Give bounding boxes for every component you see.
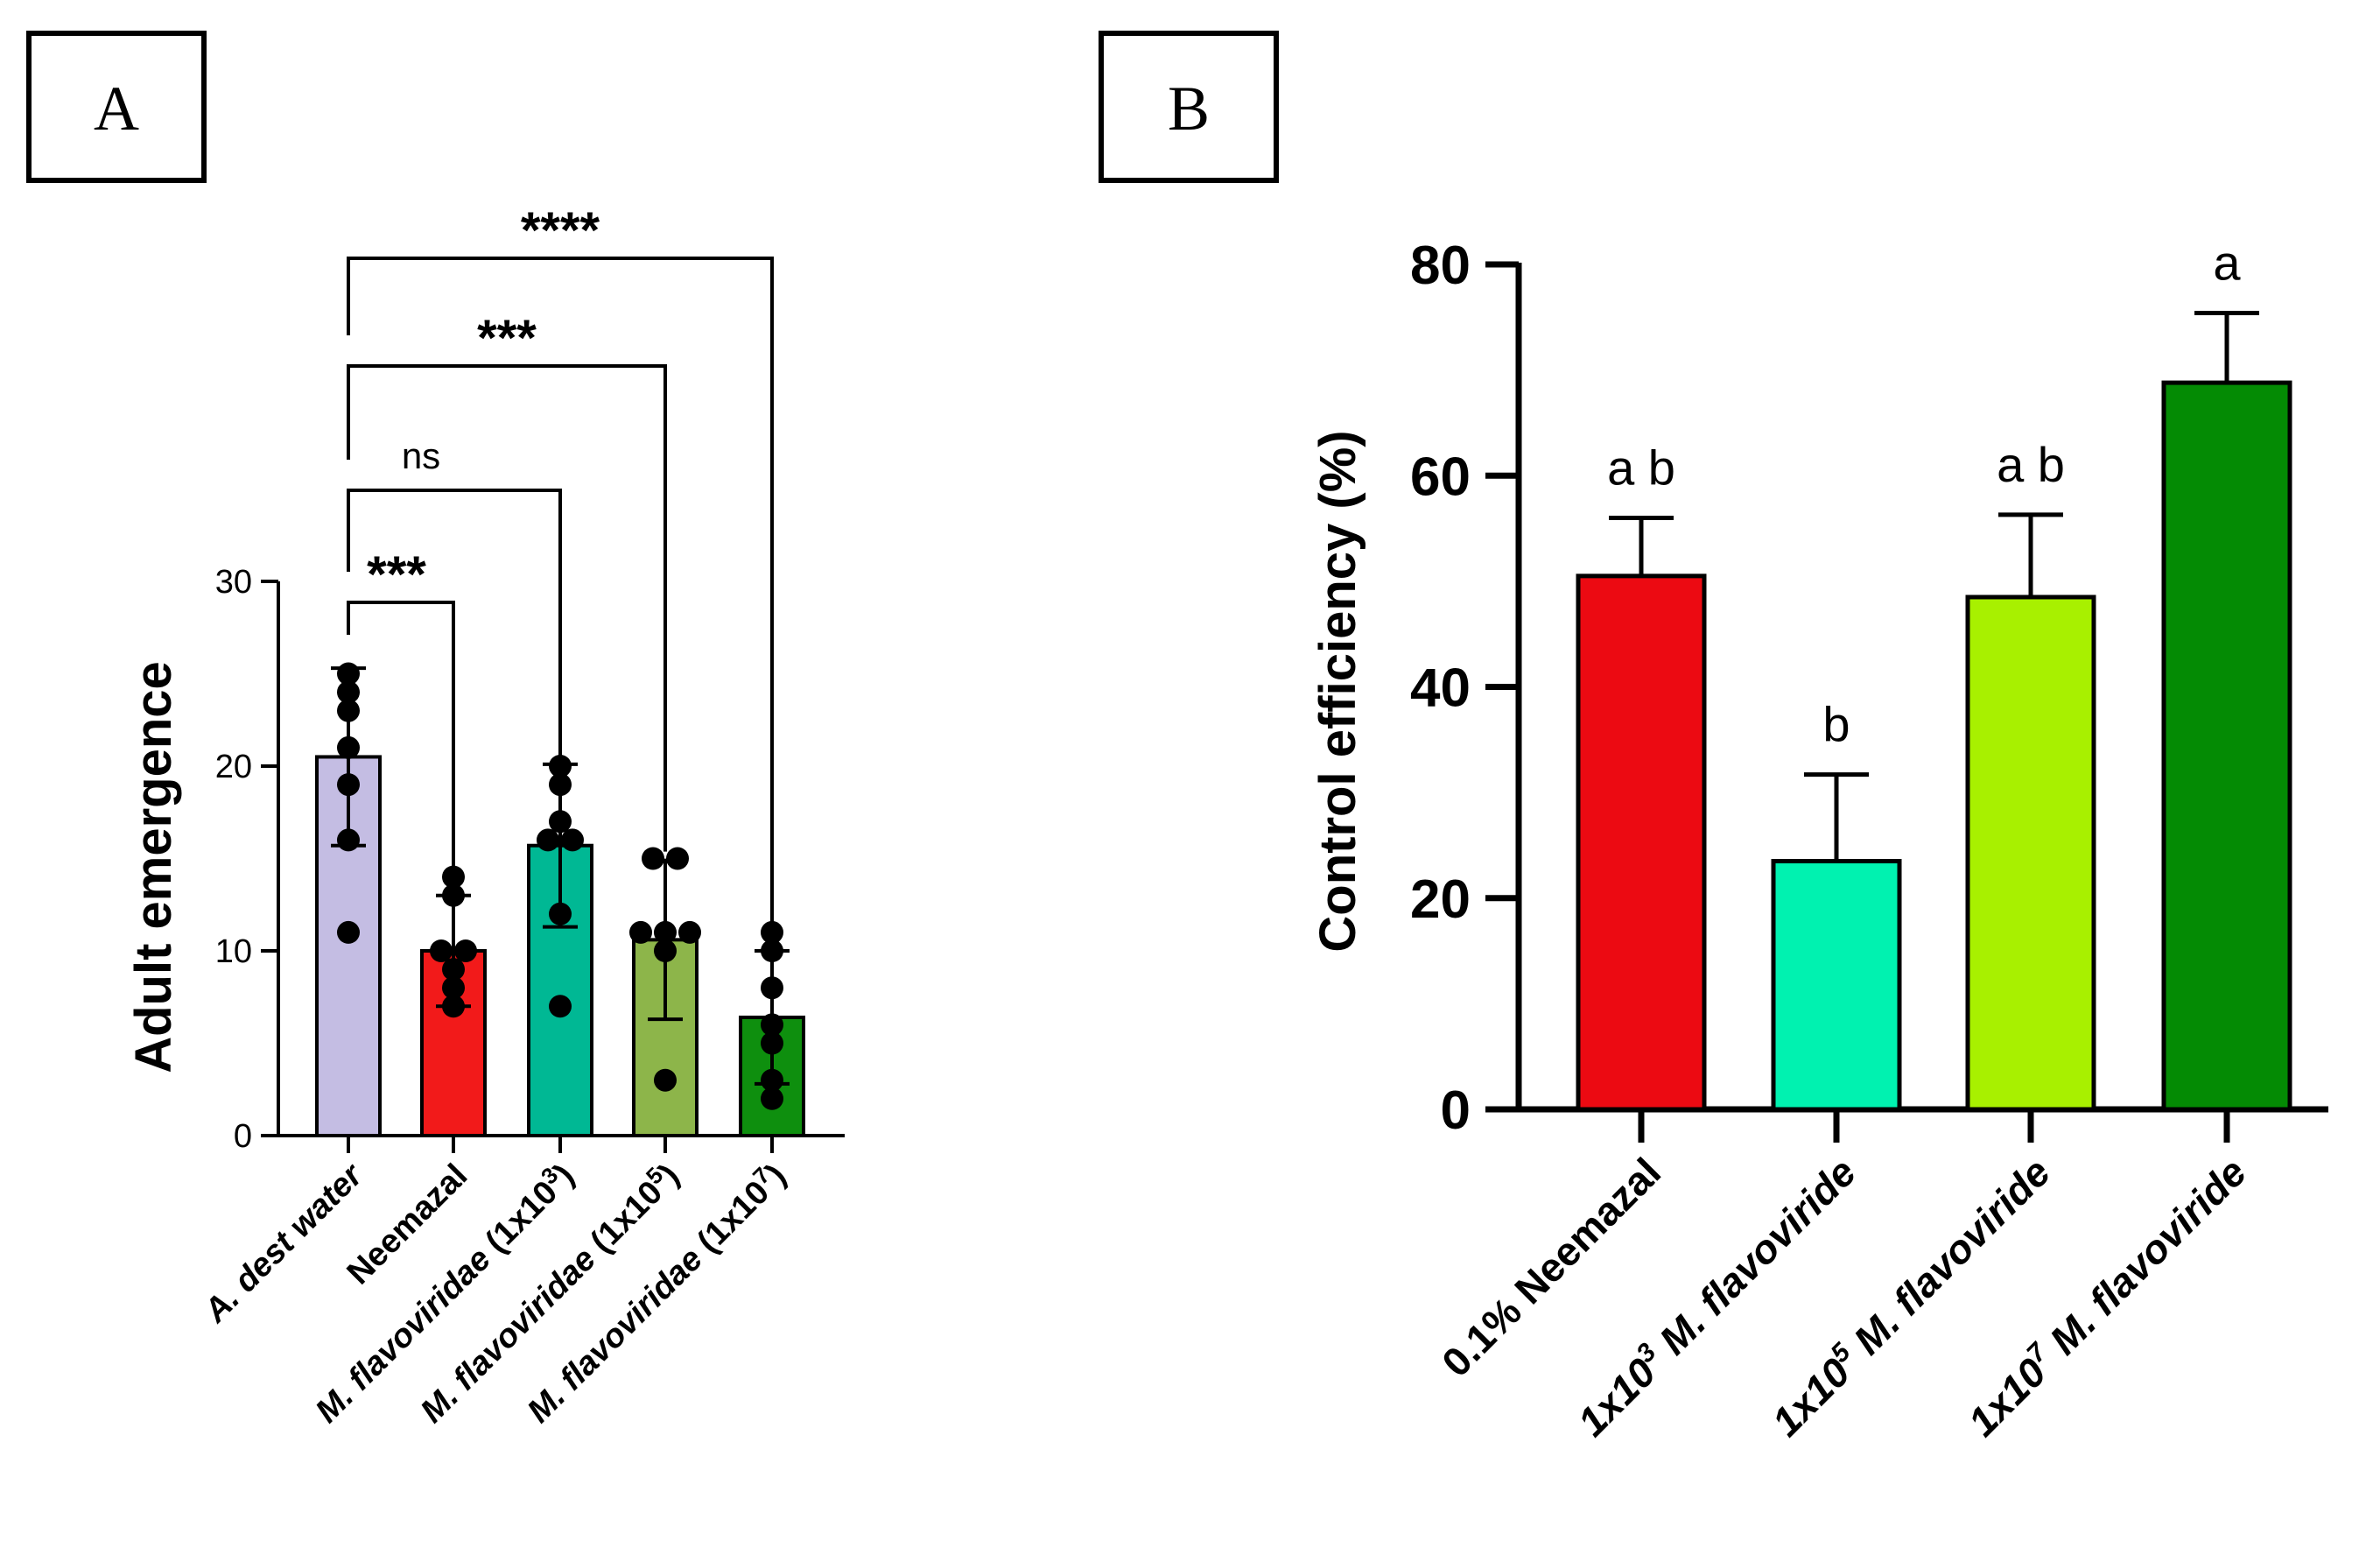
data-point bbox=[430, 939, 453, 962]
y-tick-label: 0 bbox=[234, 1118, 252, 1155]
y-tick-label: 60 bbox=[1410, 447, 1471, 507]
data-point bbox=[454, 939, 477, 962]
category-label: A. dest water bbox=[197, 1156, 371, 1330]
significance-bracket bbox=[347, 257, 774, 942]
y-tick-label: 0 bbox=[1441, 1080, 1471, 1141]
bar bbox=[1965, 595, 2096, 1112]
y-axis-title: Adult emergence bbox=[125, 661, 182, 1073]
data-point bbox=[629, 920, 652, 944]
data-point bbox=[666, 847, 689, 870]
significance-label: *** bbox=[477, 310, 537, 367]
bar bbox=[1771, 859, 1902, 1112]
category-label-text: (1x10 bbox=[684, 1174, 776, 1267]
data-point bbox=[642, 847, 664, 870]
bar bbox=[2161, 380, 2292, 1112]
data-point bbox=[561, 828, 584, 852]
panel-a-label: A bbox=[26, 31, 207, 183]
category-label-text: (1x10 bbox=[472, 1174, 565, 1267]
significance-letter: a bbox=[2213, 235, 2241, 290]
y-tick-label: 10 bbox=[215, 933, 252, 970]
y-tick-label: 20 bbox=[1410, 869, 1471, 930]
y-tick-label: 40 bbox=[1410, 658, 1471, 719]
data-point bbox=[678, 920, 701, 944]
significance-letter: a b bbox=[1607, 440, 1675, 496]
category-label-italic: M. flavoviride bbox=[1642, 1149, 1864, 1371]
panel-b-frame bbox=[1099, 31, 1279, 183]
significance-bracket bbox=[347, 489, 562, 756]
y-tick-label: 20 bbox=[215, 749, 252, 785]
significance-label: ns bbox=[402, 435, 440, 476]
panel-b-letter: B bbox=[1168, 74, 1210, 144]
data-point bbox=[537, 828, 559, 852]
category-label-text: (1x10 bbox=[577, 1174, 670, 1267]
category-label-italic: M. flavoviridae bbox=[309, 1241, 498, 1430]
y-axis-title: Control efficiency (%) bbox=[1309, 430, 1366, 952]
category-label-italic: A. dest water bbox=[197, 1156, 371, 1330]
data-point bbox=[654, 1068, 677, 1092]
data-point bbox=[337, 920, 360, 944]
data-point bbox=[761, 1087, 783, 1110]
significance-label: **** bbox=[521, 202, 600, 259]
significance-label: *** bbox=[367, 546, 426, 603]
category-label-italic: M. flavoviride bbox=[2032, 1149, 2255, 1371]
significance-letter: a b bbox=[1997, 437, 2065, 492]
significance-bracket bbox=[347, 364, 667, 852]
panel-a-letter: A bbox=[94, 74, 139, 144]
bar bbox=[1576, 573, 1707, 1112]
significance-letter: b bbox=[1822, 697, 1850, 752]
y-tick-label: 80 bbox=[1410, 236, 1471, 296]
panel-b-label: B bbox=[1099, 31, 1279, 183]
y-tick-label: 30 bbox=[215, 564, 252, 601]
category-label-italic: M. flavoviride bbox=[1836, 1149, 2059, 1371]
panel-a-frame bbox=[26, 31, 207, 183]
data-point bbox=[549, 995, 572, 1018]
significance-bracket bbox=[347, 601, 455, 887]
